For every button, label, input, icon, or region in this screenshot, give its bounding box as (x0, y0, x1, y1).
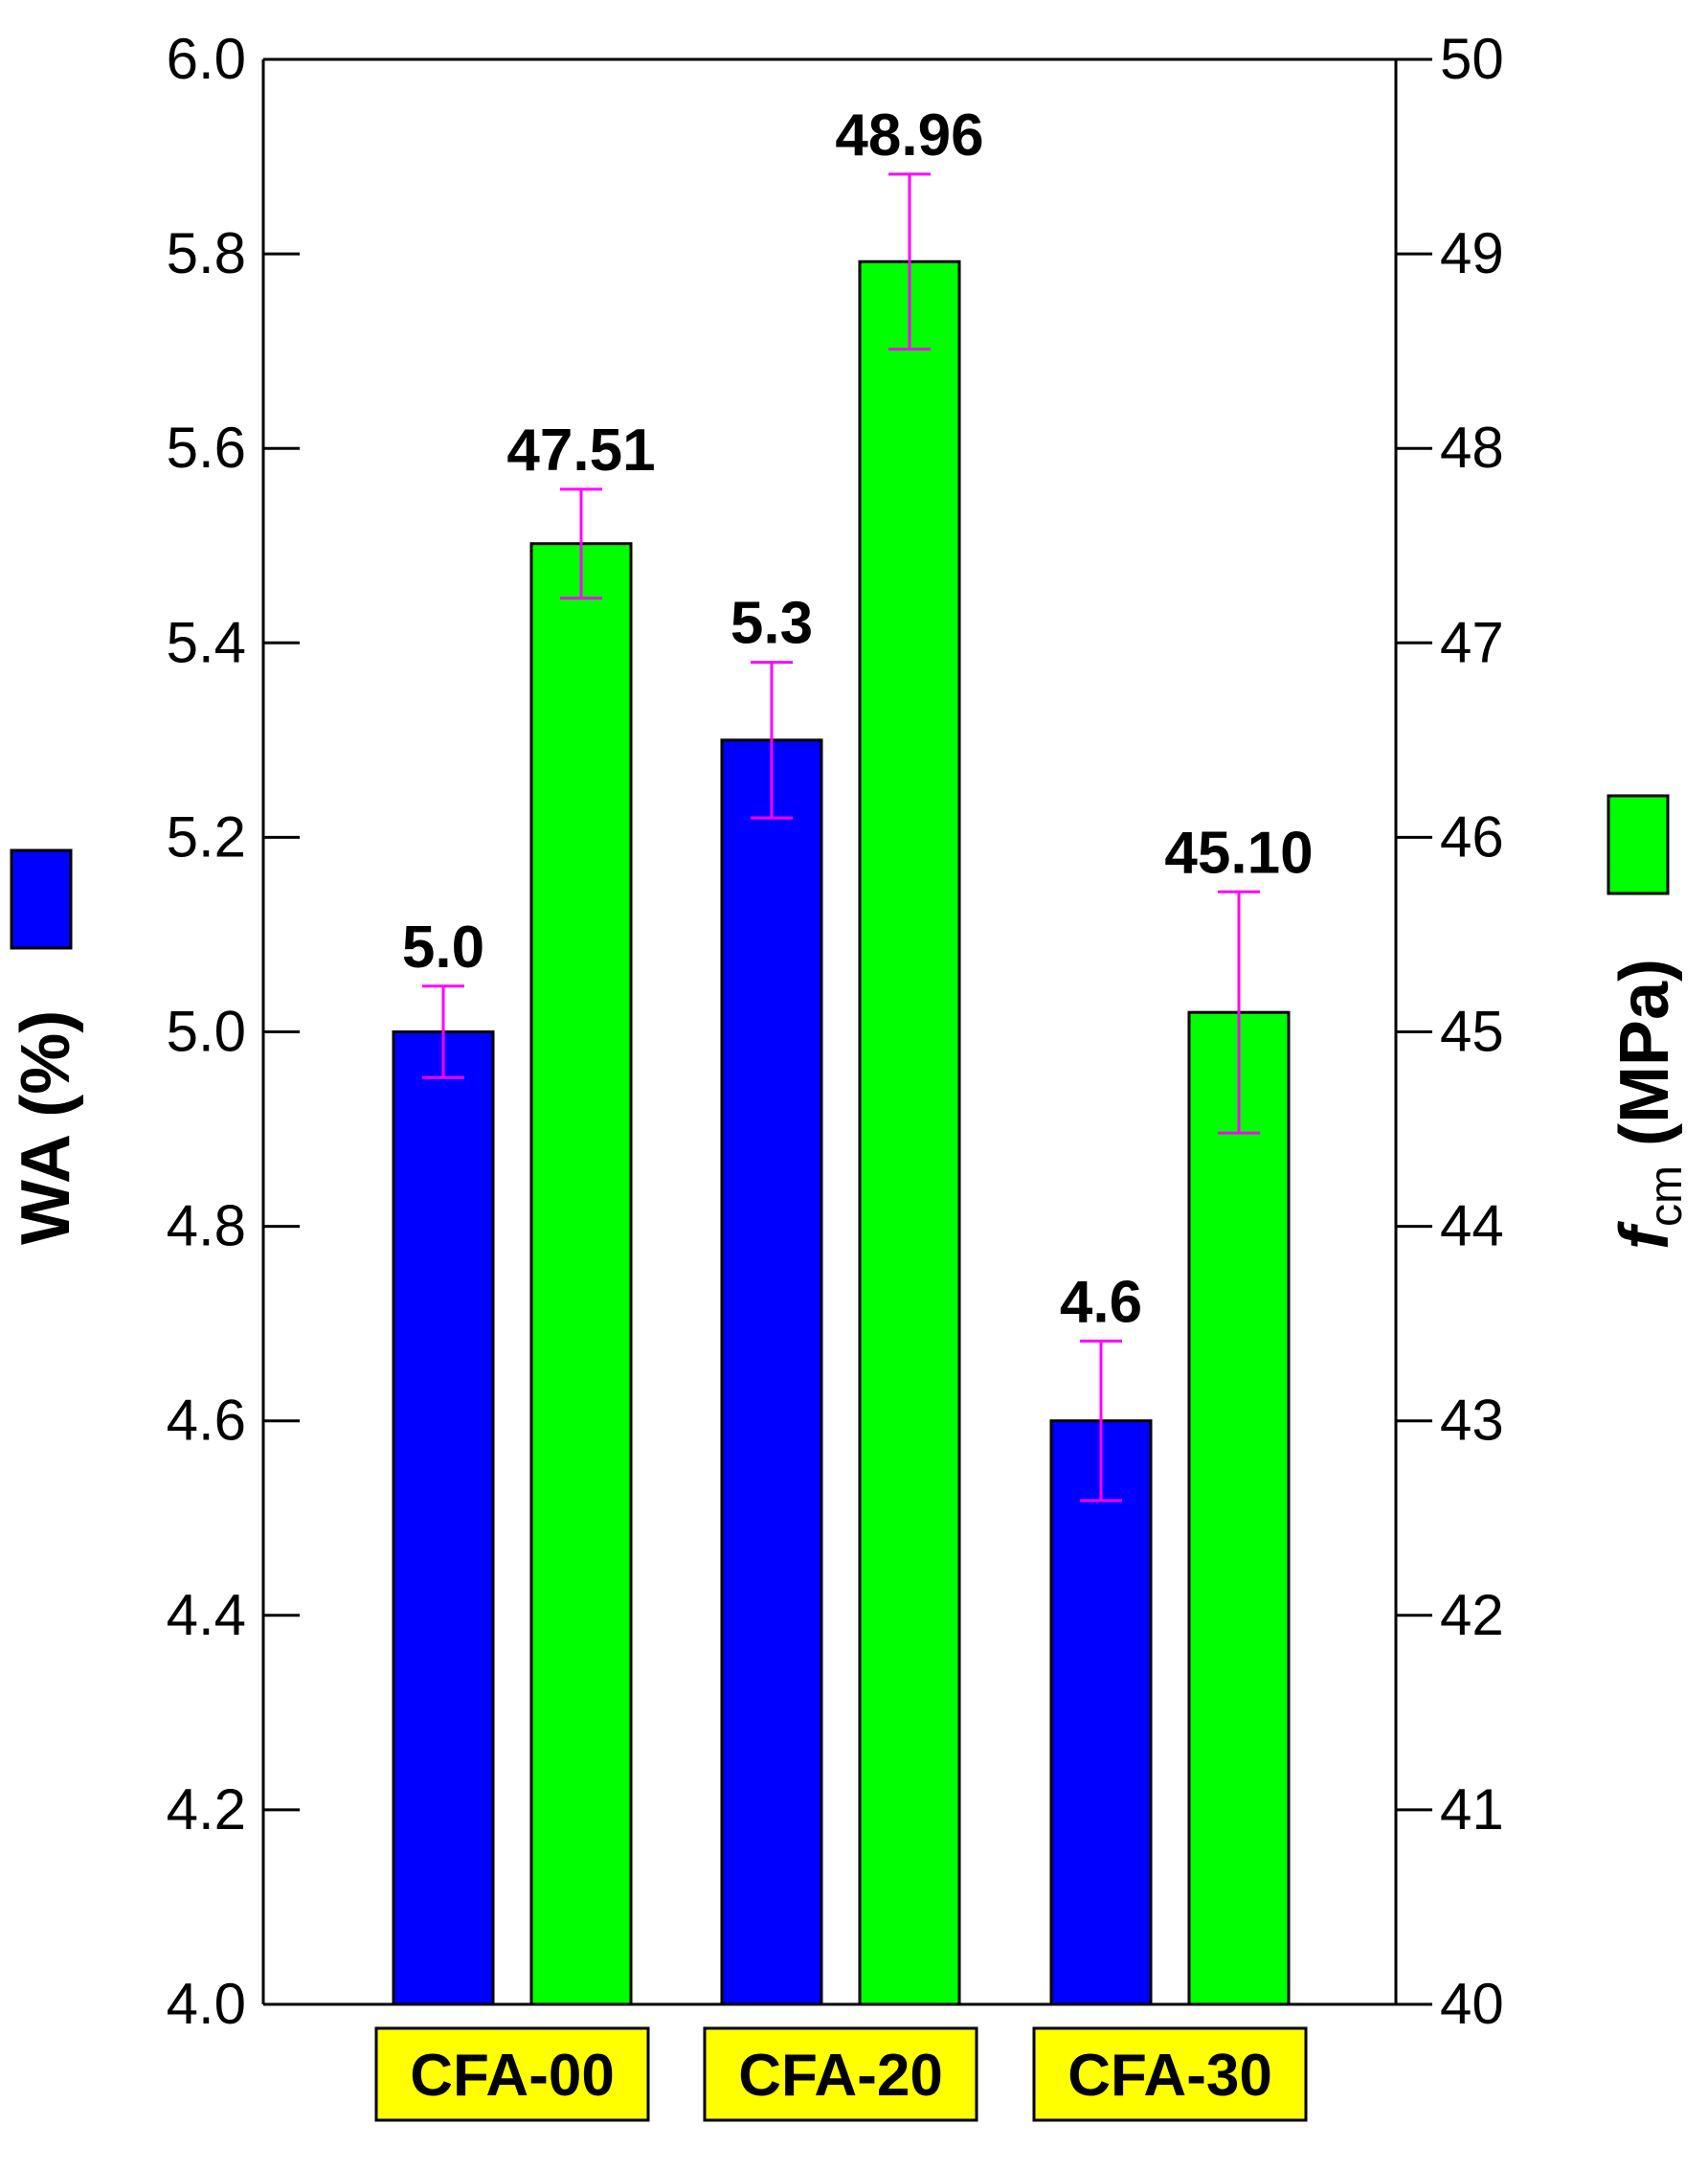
axes: 4.0 4.2 4.4 4.6 4.8 5.0 5.2 5.4 5.6 5.8 6.0 40 41 42 4… (167, 27, 1504, 2036)
left-tick-label: 6.0 (167, 27, 246, 91)
right-tick-label: 49 (1440, 221, 1504, 285)
left-axis-label: WA (%) (8, 1010, 84, 1245)
error-bar-fcm (888, 172, 931, 351)
data-label-wa: 5.0 (402, 915, 484, 981)
error-bar-fcm (1218, 890, 1260, 1135)
right-tick-label: 42 (1440, 1583, 1504, 1647)
legend-swatch-fcm (1607, 794, 1670, 895)
right-tick-label: 46 (1440, 804, 1504, 869)
left-tick-label: 5.4 (167, 610, 246, 674)
bar-fcm (1187, 1010, 1291, 2006)
left-tick-label: 5.0 (167, 1000, 246, 1064)
right-tick-label: 48 (1440, 416, 1504, 480)
category-box (703, 2026, 978, 2122)
error-bar-wa (1080, 1339, 1122, 1503)
right-tick-label: 50 (1440, 27, 1504, 91)
legend-swatch-wa (10, 848, 73, 950)
right-tick-label: 41 (1440, 1777, 1504, 1842)
left-tick-label: 4.6 (167, 1389, 246, 1453)
category-label-box: CFA-20 (703, 2026, 978, 2122)
right-tick-label: 44 (1440, 1194, 1504, 1258)
bar-wa (720, 738, 823, 2006)
right-tick-label: 47 (1440, 610, 1504, 674)
axis-titles: WA (%) fcm (MPa) (8, 794, 1692, 1250)
data-label-fcm: 45.10 (1164, 820, 1313, 886)
right-axis-label-sub: cm (1641, 1165, 1692, 1227)
left-tick-label: 4.0 (167, 1972, 246, 2036)
bar-fcm (529, 542, 633, 2006)
data-labels: 5.0 47.51 5.3 48.96 4.6 45.10 (402, 102, 1314, 1336)
category-label-box: CFA-00 (374, 2026, 650, 2122)
right-tick-label: 40 (1440, 1972, 1504, 2036)
right-axis-label: fcm (MPa) (1607, 959, 1692, 1250)
left-tick-label: 4.8 (167, 1194, 246, 1258)
category-labels: CFA-00 CFA-20 CFA-30 (374, 2026, 1308, 2122)
left-axis-title: WA (%) (8, 848, 84, 1245)
error-bar-wa (751, 661, 793, 820)
right-tick-label: 43 (1440, 1389, 1504, 1453)
category-label: CFA-00 (410, 2043, 615, 2109)
error-bar-wa (422, 984, 464, 1079)
bar-wa (392, 1030, 495, 2006)
category-label: CFA-30 (1068, 2043, 1272, 2109)
bars (392, 260, 1291, 2006)
left-tick-label: 5.2 (167, 804, 246, 869)
right-axis-label-rest: (MPa) (1607, 959, 1683, 1165)
right-tick-label: 45 (1440, 1000, 1504, 1064)
data-label-wa: 5.3 (730, 591, 813, 657)
category-label-box: CFA-30 (1032, 2026, 1308, 2122)
data-label-fcm: 47.51 (506, 418, 655, 484)
left-tick-label: 4.4 (167, 1583, 246, 1647)
error-bar-fcm (560, 487, 602, 600)
data-label-wa: 4.6 (1060, 1269, 1142, 1335)
left-tick-label: 5.6 (167, 416, 246, 480)
data-label-fcm: 48.96 (835, 102, 983, 169)
error-bars (422, 172, 1260, 1503)
category-label: CFA-20 (738, 2043, 943, 2109)
bar-wa (1049, 1419, 1153, 2006)
category-box (1032, 2026, 1308, 2122)
left-tick-label: 5.8 (167, 221, 246, 285)
category-box (374, 2026, 650, 2122)
left-tick-label: 4.2 (167, 1777, 246, 1842)
bar-fcm (858, 260, 961, 2006)
right-axis-title: fcm (MPa) (1607, 794, 1692, 1250)
